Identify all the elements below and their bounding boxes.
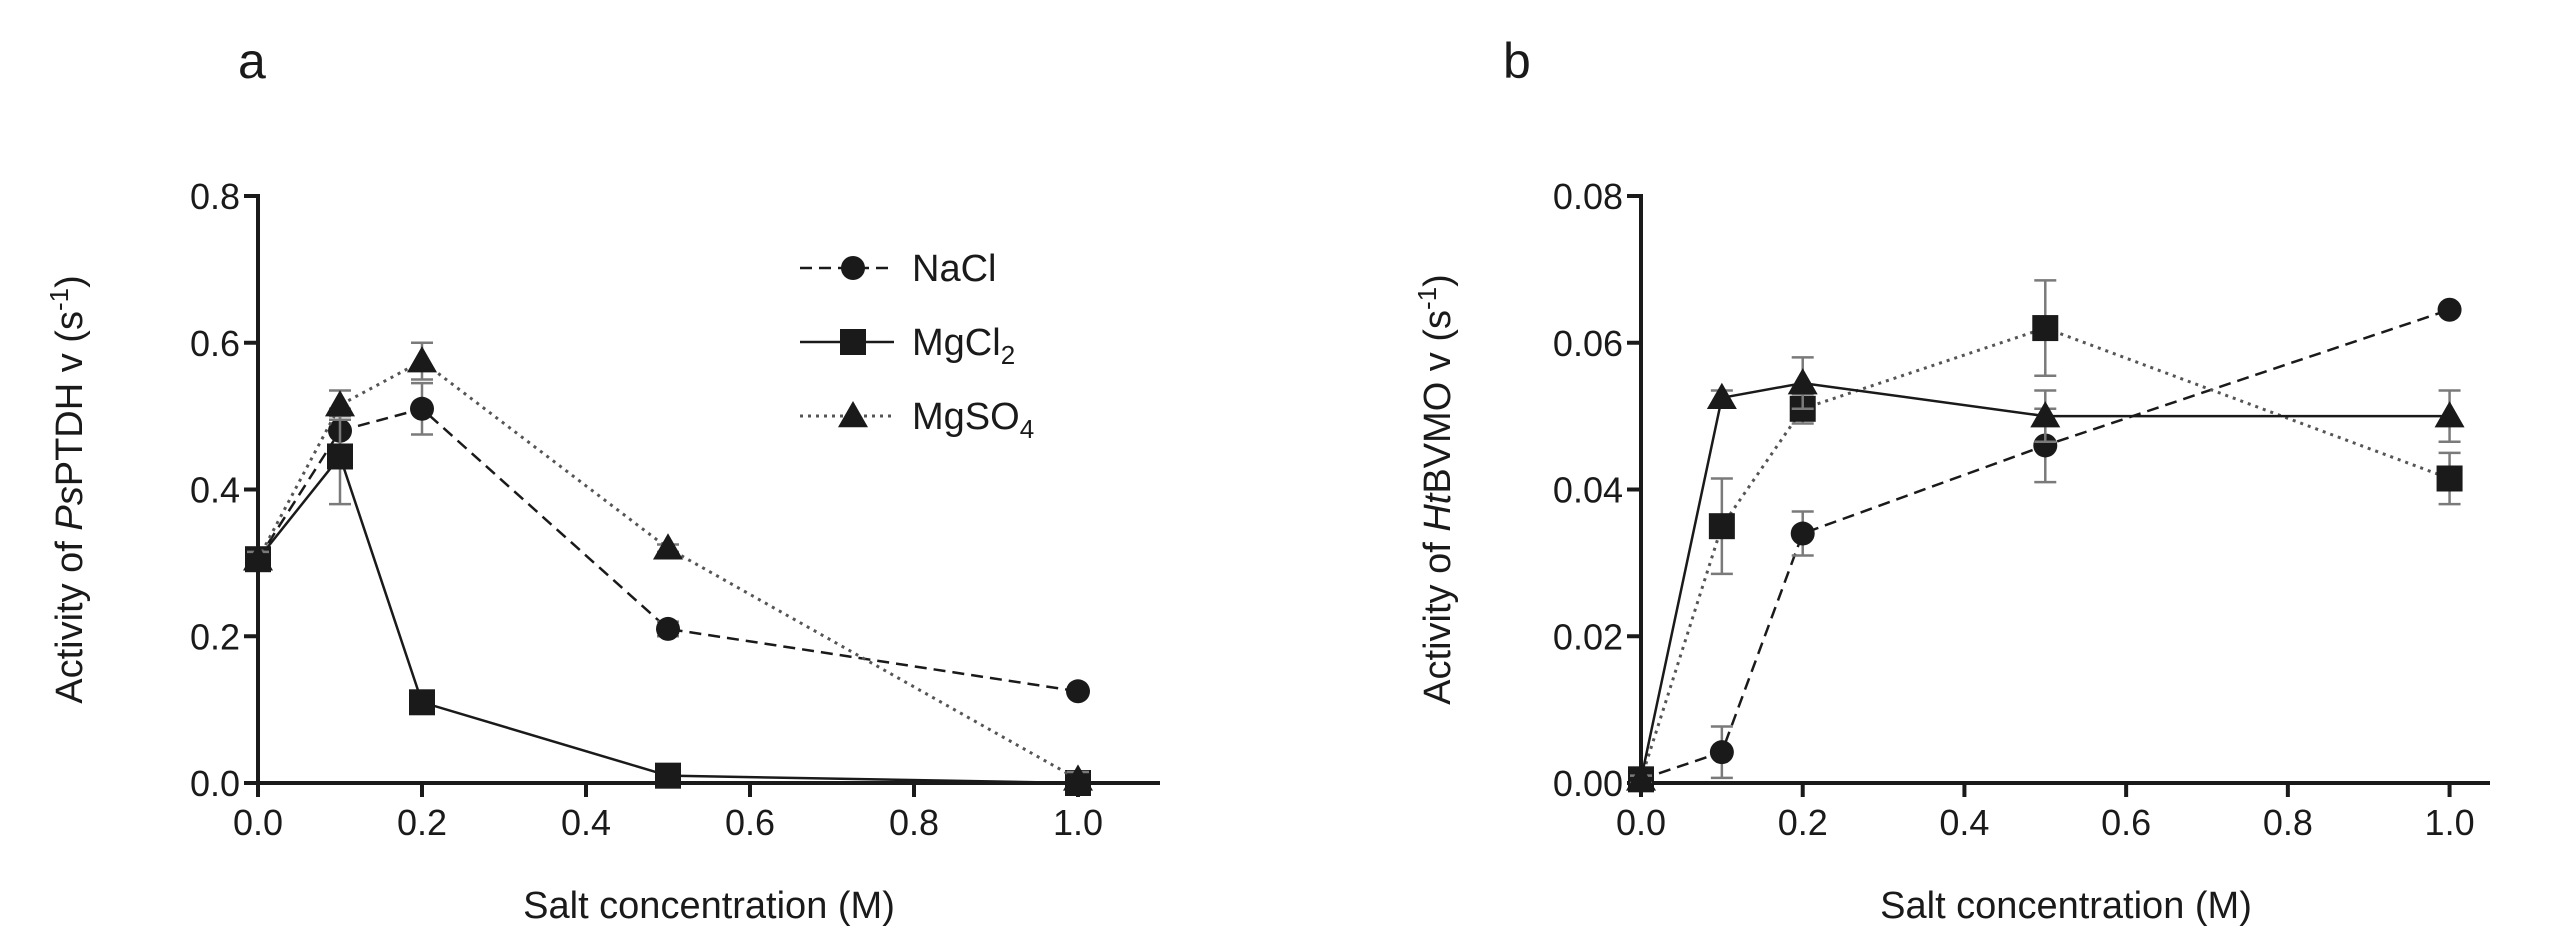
series-mgcl2 [1628,279,2463,793]
x-tick-label: 0.8 [2263,802,2313,843]
data-point-square [1708,513,1735,540]
y-tick-label: 0.2 [190,616,240,657]
x-tick-label: 1.0 [1053,802,1103,843]
y-tick-label: 0.0 [190,763,240,804]
x-tick-label: 1.0 [2425,802,2475,843]
legend: NaCl MgCl2 MgSO4 [800,248,1034,444]
legend-marker-square [840,329,866,355]
series-mgcl2 [245,407,1091,796]
data-point-triangle [243,544,273,571]
data-point-square [409,689,435,716]
y-axis-label-superscript: -1 [1412,287,1442,310]
legend-label: NaCl [912,248,996,290]
y-tick-label: 0.00 [1553,763,1623,804]
y-axis-label-text: Activity of [49,531,91,704]
y-axis-label-superscript: -1 [44,288,74,311]
legend-label-text: MgCl [912,322,1001,364]
data-point-triangle [1787,368,1818,395]
data-point-circle [656,616,680,641]
data-point-triangle [2030,401,2061,428]
series-line [1640,308,2450,781]
panel-a: a 0.0 0.2 0.4 0.6 0.8 0.0 0.2 0.4 0.6 0.8 1.0 Salt … [44,33,1160,927]
data-point-triangle [653,533,683,560]
y-tick-label: 0.02 [1553,616,1623,657]
data-point-triangle [1063,764,1093,791]
x-tick-label: 0.8 [889,802,939,843]
data-point-square [2436,465,2463,492]
x-tick-label: 0.0 [233,802,283,843]
data-point-circle [1066,679,1090,704]
data-point-circle [410,396,434,421]
panel-b-letter: b [1503,33,1531,89]
legend-label-subscript: 2 [1001,340,1015,370]
y-axis-label: Activity of PsPTDH v (s-1) [44,275,91,704]
y-tick-label: 0.8 [190,176,240,217]
x-tick-label: 0.2 [397,802,447,843]
data-point-triangle [2434,401,2465,428]
y-tick-label: 0.04 [1553,470,1623,511]
y-axis-label-text: ) [1417,274,1459,287]
x-axis-label: Salt concentration (M) [1880,885,2252,927]
legend-label: MgCl2 [912,322,1015,370]
x-tick-label: 0.0 [1616,802,1666,843]
x-axis-label: Salt concentration (M) [523,885,895,927]
x-tick-label: 0.4 [561,802,611,843]
y-tick-label: 0.08 [1553,176,1623,217]
legend-label-text: MgSO [912,396,1020,438]
y-axis-label-italic: Ht [1417,492,1459,531]
legend-marker-triangle [838,401,868,428]
y-axis-label-text: PTDH v (s [49,311,91,486]
y-tick-label: 0.4 [190,470,240,511]
data-point-triangle [407,346,437,373]
data-point-circle [1709,740,1734,765]
data-point-triangle [1706,382,1737,410]
x-tick-label: 0.6 [725,802,775,843]
x-tick-label: 0.4 [1939,802,1989,843]
y-axis-label-text: Activity of [1417,532,1459,705]
y-tick-label: 0.06 [1553,323,1623,364]
legend-label-subscript: 4 [1020,414,1034,444]
legend-label-text: NaCl [912,248,996,290]
data-point-circle [2437,297,2462,322]
x-tick-label: 0.6 [2101,802,2151,843]
panel-b: b 0.00 0.02 0.04 0.06 0.08 0.0 0.2 0.4 0.6 0.8 1.0… [1412,33,2490,927]
y-axis-label-text: BVMO v (s [1417,310,1459,494]
data-point-triangle [1626,764,1656,791]
y-tick-label: 0.6 [190,323,240,364]
y-axis-label-text: ) [49,275,91,288]
series-mgso4 [243,341,1093,791]
legend-label: MgSO4 [912,396,1034,444]
data-point-square [327,443,353,470]
series-mgso4 [1626,356,2465,791]
panel-a-letter: a [238,33,266,89]
legend-marker-circle [841,256,865,280]
data-point-triangle [325,390,355,417]
x-tick-label: 0.2 [1778,802,1828,843]
y-axis-label-italic: Ps [49,486,91,530]
data-point-circle [1790,521,1815,546]
data-point-circle [2033,433,2058,458]
data-point-square [2032,315,2059,342]
y-axis-label: Activity of HtBVMO v (s-1) [1412,274,1459,705]
data-point-square [655,762,681,789]
